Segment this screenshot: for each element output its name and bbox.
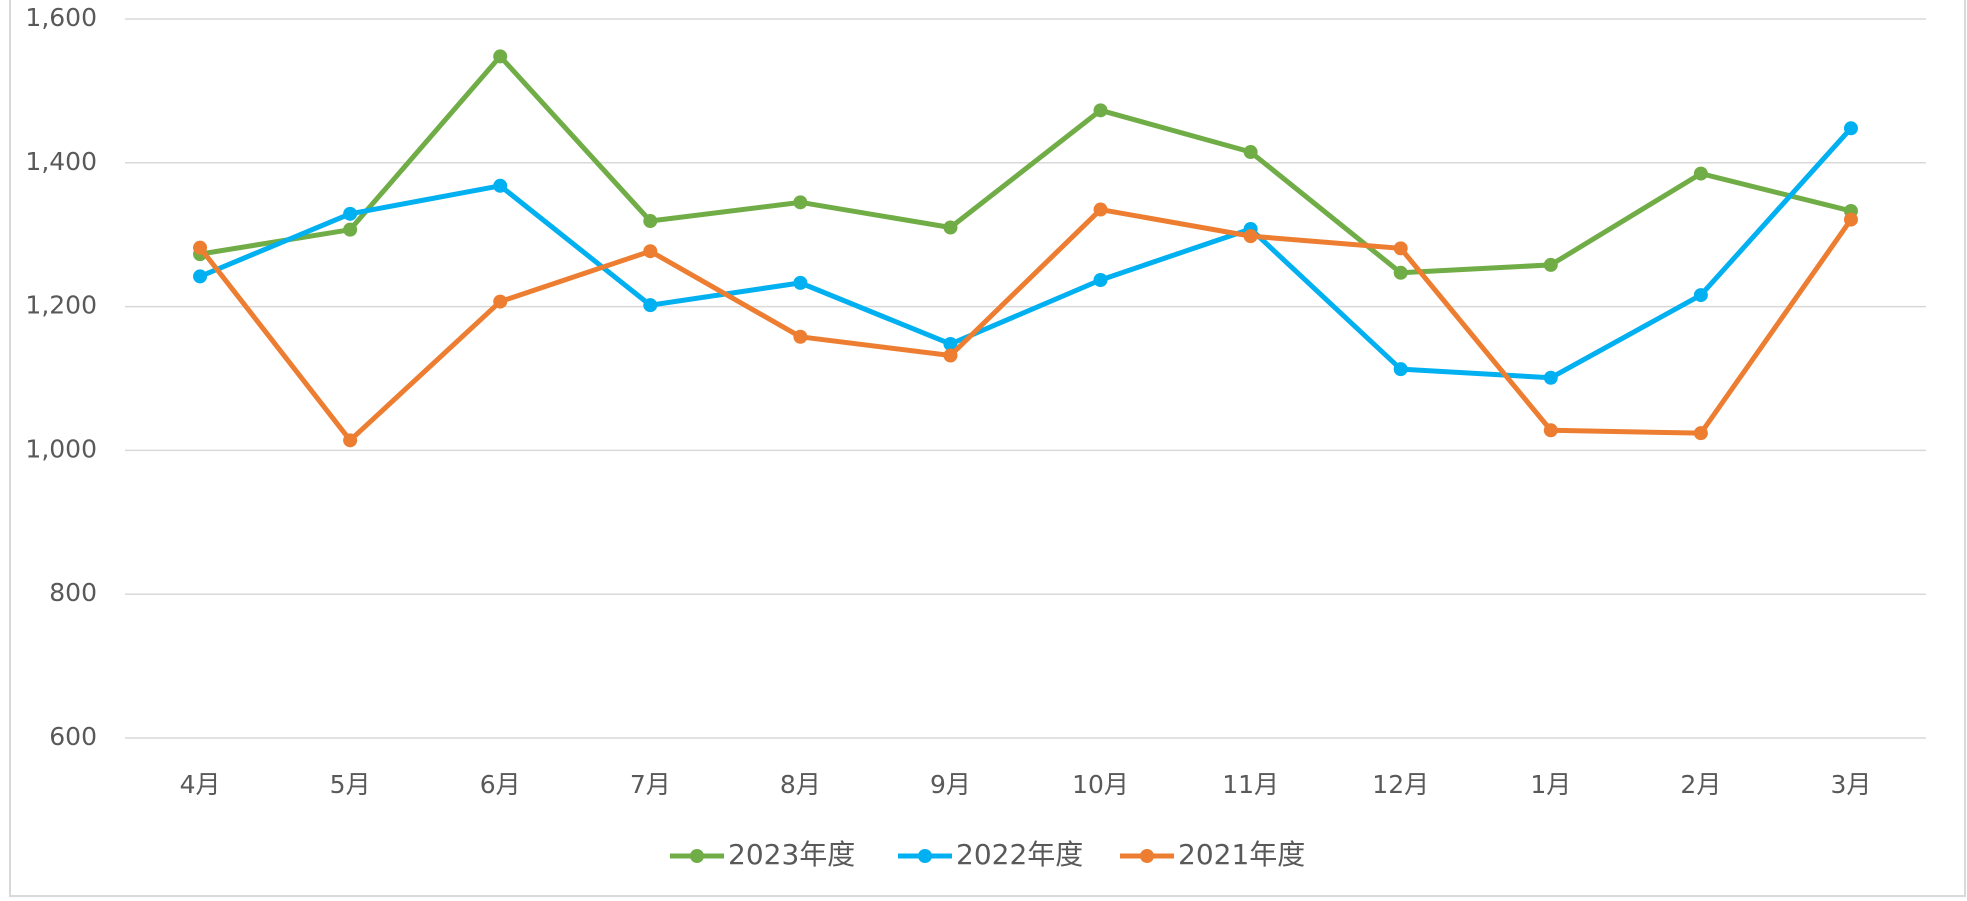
data-point	[493, 294, 508, 309]
data-point	[343, 433, 358, 448]
series-line	[198, 207, 1854, 443]
data-point	[943, 336, 958, 351]
data-point	[493, 178, 508, 193]
legend-label: 2023年度	[728, 838, 855, 871]
x-tick-label: 3月	[1831, 770, 1872, 799]
data-point	[193, 269, 208, 284]
data-point	[193, 240, 208, 255]
data-point	[793, 195, 808, 210]
x-tick-label: 1月	[1530, 770, 1571, 799]
data-point	[493, 49, 508, 64]
x-tick-label: 12月	[1372, 770, 1429, 799]
data-point	[1693, 288, 1708, 303]
data-point	[643, 244, 658, 259]
series-line	[199, 53, 1852, 276]
data-point	[343, 206, 358, 221]
legend-label: 2022年度	[956, 838, 1083, 871]
data-point	[1093, 272, 1108, 287]
data-point	[1843, 121, 1858, 136]
legend-marker	[1140, 849, 1154, 863]
y-tick-label: 1,200	[25, 291, 97, 320]
x-tick-label: 5月	[330, 770, 371, 799]
data-point	[1543, 257, 1558, 272]
y-tick-label: 600	[49, 722, 97, 751]
x-tick-label: 2月	[1680, 770, 1721, 799]
data-point	[1693, 426, 1708, 441]
data-point	[1543, 423, 1558, 438]
data-point	[1393, 241, 1408, 256]
data-point	[343, 222, 358, 237]
legend-label: 2021年度	[1178, 838, 1305, 871]
series-line	[199, 126, 1853, 381]
legend-marker	[918, 849, 932, 863]
data-point	[1243, 229, 1258, 244]
y-tick-label: 1,600	[25, 3, 97, 32]
x-tick-label: 8月	[780, 770, 821, 799]
x-tick-label: 9月	[930, 770, 971, 799]
x-tick-label: 7月	[630, 770, 671, 799]
data-point	[1693, 166, 1708, 181]
x-tick-label: 6月	[480, 770, 521, 799]
y-tick-label: 800	[49, 578, 97, 607]
data-point	[1093, 103, 1108, 118]
x-tick-label: 10月	[1072, 770, 1129, 799]
y-tick-label: 1,400	[25, 147, 97, 176]
data-point	[1843, 212, 1858, 227]
data-point	[1543, 370, 1558, 385]
data-point	[793, 329, 808, 344]
x-tick-label: 4月	[180, 770, 221, 799]
chart-border	[9, 0, 1966, 897]
data-point	[943, 220, 958, 235]
legend-marker	[690, 849, 704, 863]
data-point	[1393, 362, 1408, 377]
data-point	[943, 348, 958, 363]
data-point	[643, 214, 658, 229]
data-point	[643, 298, 658, 313]
data-point	[1093, 202, 1108, 217]
x-tick-label: 11月	[1222, 770, 1279, 799]
y-tick-label: 1,000	[25, 434, 97, 463]
data-point	[1243, 145, 1258, 160]
data-point	[793, 275, 808, 290]
data-point	[1393, 265, 1408, 280]
